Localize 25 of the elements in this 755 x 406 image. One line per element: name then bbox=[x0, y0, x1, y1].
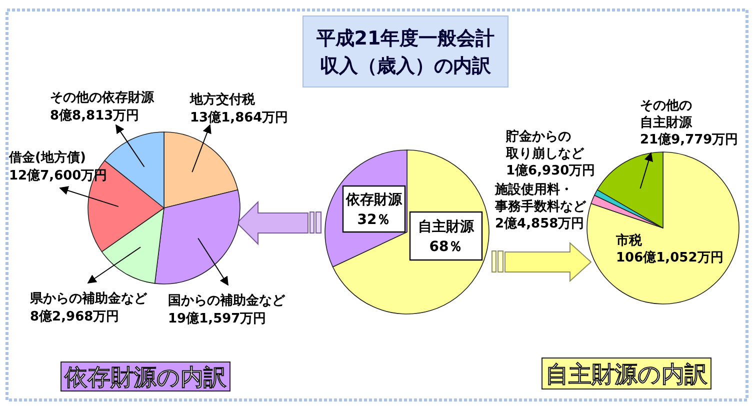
slice-label: 貯金からの取り崩しなど bbox=[505, 128, 585, 162]
slice-label: 借金(地方債) bbox=[8, 150, 86, 166]
text: 106億1,052万円 bbox=[616, 250, 724, 266]
text: 自主財源の内訳 bbox=[546, 362, 708, 388]
slice-label: 国からの補助金など bbox=[168, 292, 286, 309]
data-label: 32％ bbox=[357, 212, 391, 228]
text: 21億9,779万円 bbox=[640, 132, 738, 148]
text: 12億7,600万円 bbox=[9, 168, 108, 184]
text: 2億4,858万円 bbox=[495, 216, 584, 232]
slice-label: 自主財源 bbox=[418, 218, 475, 236]
slice-label: 依存財源 bbox=[345, 192, 403, 208]
slice-label: 県からの補助金など bbox=[29, 290, 148, 307]
slice-label: その他の依存財源 bbox=[50, 90, 155, 106]
text: 19億1,597万円 bbox=[168, 310, 266, 327]
slice-label: その他の自主財源 bbox=[640, 98, 693, 131]
slice-label: 市税 bbox=[615, 232, 643, 249]
text: 8億8,813万円 bbox=[50, 108, 140, 124]
data-label: 68％ bbox=[429, 239, 463, 256]
chart-title: 平成21年度一般会計収入（歳入）の内訳 bbox=[315, 28, 495, 78]
text: 8億2,968万円 bbox=[30, 308, 120, 325]
slice-label: 地方交付税 bbox=[189, 92, 256, 108]
text: 1億6,930万円 bbox=[506, 162, 596, 179]
text: 依存財源の内訳 bbox=[64, 364, 226, 391]
text: 13億1,864万円 bbox=[190, 110, 288, 126]
slice-label: 施設使用料・事務手数料など bbox=[494, 182, 587, 215]
